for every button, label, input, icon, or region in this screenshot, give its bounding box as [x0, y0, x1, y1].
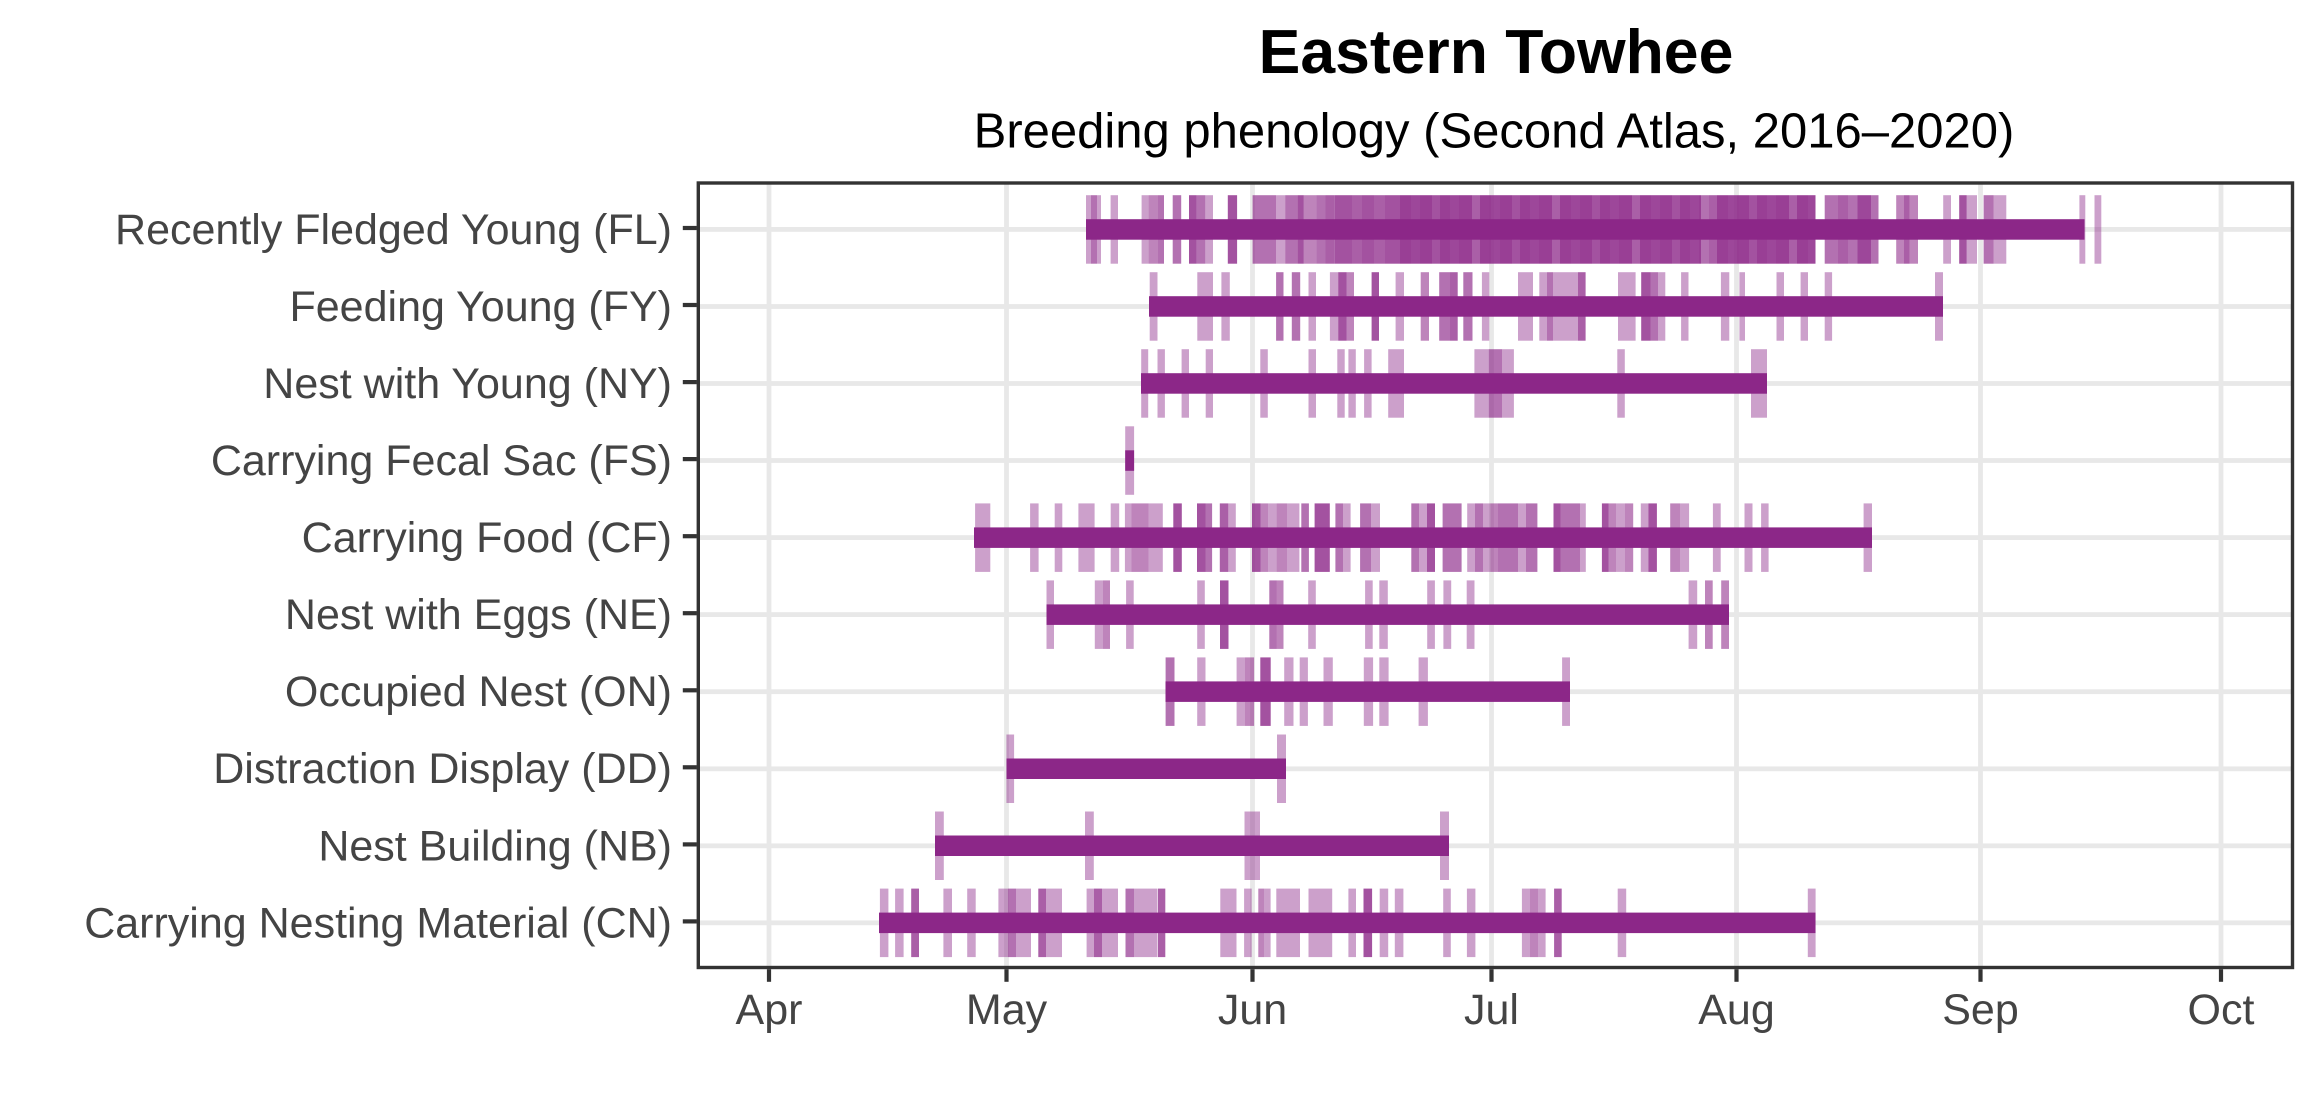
svg-text:Carrying Food (CF): Carrying Food (CF): [302, 514, 672, 562]
svg-text:Occupied Nest (ON): Occupied Nest (ON): [285, 668, 672, 716]
svg-text:Jul: Jul: [1464, 986, 1519, 1034]
svg-text:Distraction Display (DD): Distraction Display (DD): [213, 745, 672, 793]
svg-text:Recently Fledged Young (FL): Recently Fledged Young (FL): [115, 206, 672, 254]
svg-text:Eastern Towhee: Eastern Towhee: [1259, 17, 1734, 87]
svg-text:Breeding phenology (Second Atl: Breeding phenology (Second Atlas, 2016–2…: [974, 105, 2015, 159]
svg-text:Sep: Sep: [1942, 986, 2019, 1034]
svg-text:Nest Building (NB): Nest Building (NB): [318, 822, 672, 870]
svg-text:Aug: Aug: [1698, 986, 1775, 1034]
svg-text:Nest with Young (NY): Nest with Young (NY): [263, 360, 672, 408]
svg-text:Carrying Fecal Sac (FS): Carrying Fecal Sac (FS): [211, 437, 672, 485]
svg-text:May: May: [966, 986, 1048, 1034]
svg-text:Feeding Young (FY): Feeding Young (FY): [290, 283, 673, 331]
svg-text:Jun: Jun: [1218, 986, 1287, 1034]
svg-text:Carrying Nesting Material (CN): Carrying Nesting Material (CN): [84, 899, 672, 947]
svg-text:Apr: Apr: [736, 986, 803, 1034]
svg-text:Oct: Oct: [2188, 986, 2255, 1034]
svg-text:Nest with Eggs (NE): Nest with Eggs (NE): [285, 591, 672, 639]
